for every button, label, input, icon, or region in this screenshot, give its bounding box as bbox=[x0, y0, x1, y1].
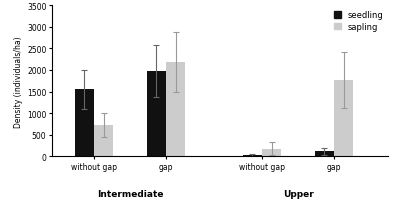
Legend: seedling, sapling: seedling, sapling bbox=[330, 8, 386, 35]
Bar bbox=[75, 90, 94, 157]
Bar bbox=[147, 72, 166, 157]
Bar bbox=[334, 81, 353, 157]
Text: Upper: Upper bbox=[283, 189, 313, 198]
Bar bbox=[315, 151, 334, 157]
Bar bbox=[243, 155, 262, 157]
Bar bbox=[262, 149, 281, 157]
Bar bbox=[166, 63, 185, 157]
Text: Intermediate: Intermediate bbox=[97, 189, 163, 198]
Bar bbox=[94, 126, 113, 157]
Y-axis label: Density (individuals/ha): Density (individuals/ha) bbox=[14, 36, 23, 127]
